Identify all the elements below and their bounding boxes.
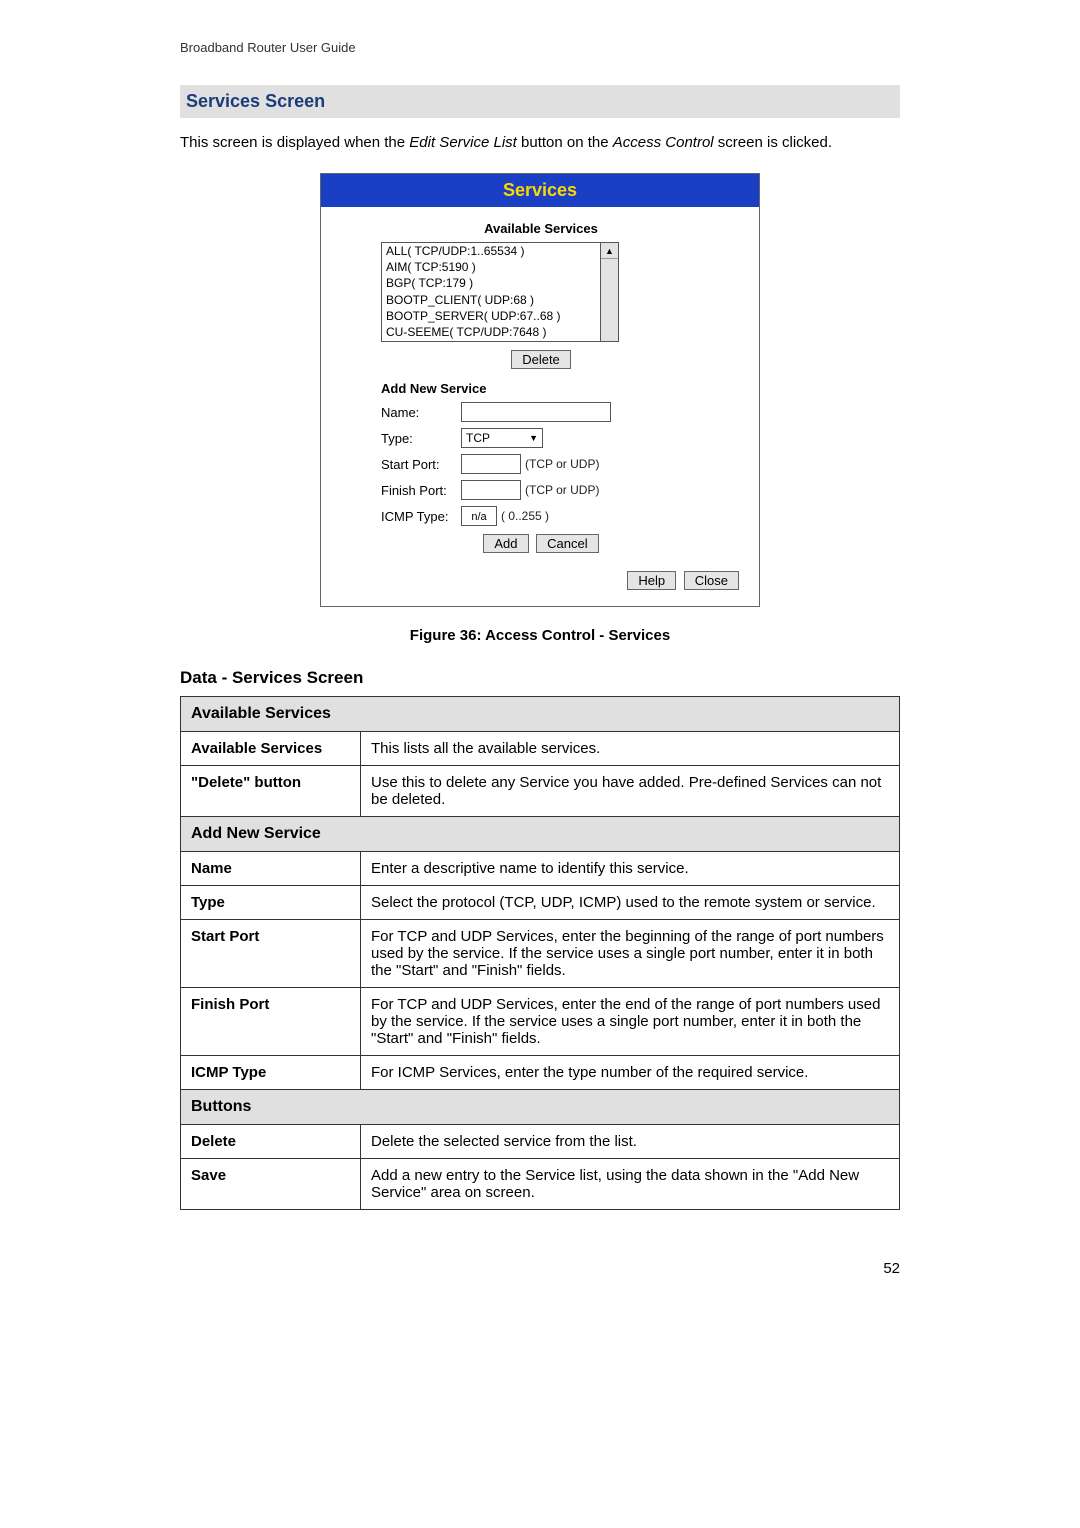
icmp-type-hint: ( 0..255 ) [501, 509, 549, 523]
table-desc: For ICMP Services, enter the type number… [361, 1056, 900, 1090]
table-group-header: Available Services [181, 697, 900, 732]
table-desc: Use this to delete any Service you have … [361, 766, 900, 817]
add-button[interactable]: Add [483, 534, 528, 553]
table-desc: For TCP and UDP Services, enter the end … [361, 988, 900, 1056]
doc-header: Broadband Router User Guide [180, 40, 900, 55]
dialog-title: Services [321, 174, 759, 207]
list-item[interactable]: CU-SEEME( TCP/UDP:7648 ) [382, 324, 600, 340]
name-input[interactable] [461, 402, 611, 422]
table-field: Delete [181, 1125, 361, 1159]
page-number: 52 [180, 1260, 900, 1277]
table-field: Start Port [181, 920, 361, 988]
start-port-label: Start Port: [381, 457, 461, 472]
list-item[interactable]: AIM( TCP:5190 ) [382, 259, 600, 275]
services-listbox[interactable]: ALL( TCP/UDP:1..65534 ) AIM( TCP:5190 ) … [381, 242, 601, 342]
delete-button[interactable]: Delete [511, 350, 571, 369]
name-label: Name: [381, 405, 461, 420]
type-select[interactable]: TCP ▼ [461, 428, 543, 448]
table-group-header: Buttons [181, 1090, 900, 1125]
intro-suffix: screen is clicked. [714, 134, 832, 151]
list-item[interactable]: ALL( TCP/UDP:1..65534 ) [382, 243, 600, 259]
list-item[interactable]: BGP( TCP:179 ) [382, 275, 600, 291]
figure-caption: Figure 36: Access Control - Services [180, 627, 900, 644]
table-desc: Select the protocol (TCP, UDP, ICMP) use… [361, 886, 900, 920]
finish-port-label: Finish Port: [381, 483, 461, 498]
icmp-type-label: ICMP Type: [381, 509, 461, 524]
table-field: ICMP Type [181, 1056, 361, 1090]
scroll-up-icon[interactable]: ▲ [601, 243, 618, 259]
type-value: TCP [466, 431, 490, 445]
available-services-heading: Available Services [341, 221, 741, 236]
section-title: Services Screen [180, 85, 900, 118]
intro-em1: Edit Service List [409, 134, 517, 151]
table-field: "Delete" button [181, 766, 361, 817]
table-desc: This lists all the available services. [361, 732, 900, 766]
table-field: Type [181, 886, 361, 920]
data-table-title: Data - Services Screen [180, 668, 900, 688]
list-item[interactable]: BOOTP_SERVER( UDP:67..68 ) [382, 308, 600, 324]
cancel-button[interactable]: Cancel [536, 534, 598, 553]
intro-prefix: This screen is displayed when the [180, 134, 409, 151]
table-desc: Enter a descriptive name to identify thi… [361, 852, 900, 886]
list-item[interactable]: BOOTP_CLIENT( UDP:68 ) [382, 292, 600, 308]
icmp-type-input[interactable]: n/a [461, 506, 497, 526]
chevron-down-icon: ▼ [529, 433, 538, 443]
intro-mid: button on the [517, 134, 613, 151]
table-desc: For TCP and UDP Services, enter the begi… [361, 920, 900, 988]
start-port-hint: (TCP or UDP) [525, 457, 599, 471]
table-desc: Delete the selected service from the lis… [361, 1125, 900, 1159]
table-field: Available Services [181, 732, 361, 766]
intro-em2: Access Control [613, 134, 714, 151]
data-table: Available Services Available Services Th… [180, 696, 900, 1210]
type-label: Type: [381, 431, 461, 446]
finish-port-input[interactable] [461, 480, 521, 500]
table-field: Name [181, 852, 361, 886]
table-field: Save [181, 1159, 361, 1210]
start-port-input[interactable] [461, 454, 521, 474]
table-field: Finish Port [181, 988, 361, 1056]
finish-port-hint: (TCP or UDP) [525, 483, 599, 497]
services-dialog: Services Available Services ALL( TCP/UDP… [320, 173, 760, 607]
intro-paragraph: This screen is displayed when the Edit S… [180, 132, 900, 153]
listbox-scrollbar[interactable]: ▲ [601, 242, 619, 342]
add-new-service-heading: Add New Service [381, 381, 741, 396]
help-button[interactable]: Help [627, 571, 676, 590]
close-button[interactable]: Close [684, 571, 739, 590]
table-group-header: Add New Service [181, 817, 900, 852]
table-desc: Add a new entry to the Service list, usi… [361, 1159, 900, 1210]
